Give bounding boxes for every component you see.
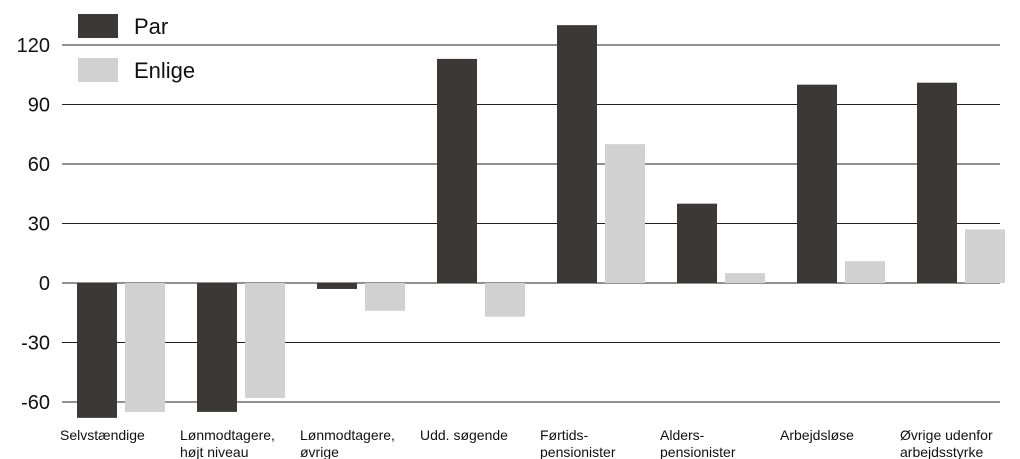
- bar-enlige-0: [125, 283, 165, 412]
- bar-par-1: [197, 283, 237, 412]
- y-tick-label: 60: [28, 154, 50, 176]
- y-axis: 120 90 60 30 0 -30 -60: [17, 35, 50, 414]
- bar-enlige-1: [245, 283, 285, 399]
- legend-label-enlige: Enlige: [134, 58, 195, 83]
- category-label: arbejdsstyrke: [900, 444, 983, 459]
- category-label: Selvstændige: [60, 427, 145, 443]
- y-tick-label: 120: [17, 35, 50, 57]
- y-tick-label: -30: [21, 333, 50, 355]
- bar-par-5: [677, 203, 717, 283]
- legend-swatch-enlige: [78, 58, 118, 82]
- category-label: pensionister: [660, 444, 736, 459]
- bar-par-3: [437, 58, 477, 284]
- bar-enlige-3: [485, 283, 525, 317]
- legend-swatch-par: [78, 14, 118, 38]
- category-label: øvrige: [300, 444, 339, 459]
- y-tick-label: 30: [28, 214, 50, 236]
- legend: Par Enlige: [78, 14, 195, 83]
- y-tick-label: 0: [39, 273, 50, 295]
- legend-label-par: Par: [134, 14, 168, 39]
- category-label: Lønmodtagere,: [180, 427, 275, 443]
- category-label: Lønmodtagere,: [300, 427, 395, 443]
- y-tick-label: 90: [28, 95, 50, 117]
- category-label: Alders-: [660, 427, 705, 443]
- category-label: højt niveau: [180, 444, 248, 459]
- bar-enlige-2: [365, 283, 405, 311]
- y-tick-label: -60: [21, 392, 50, 414]
- bar-enlige-4: [605, 144, 645, 283]
- bar-enlige-7: [965, 229, 1005, 283]
- bars: [77, 25, 1005, 418]
- category-label: Udd. søgende: [420, 427, 508, 443]
- bar-par-7: [917, 82, 957, 283]
- bar-enlige-6: [845, 261, 885, 283]
- category-label: pensionister: [540, 444, 616, 459]
- bar-enlige-5: [725, 273, 765, 283]
- bar-par-0: [77, 283, 117, 418]
- category-label: Øvrige udenfor: [900, 427, 993, 443]
- bar-par-6: [797, 84, 837, 284]
- x-axis-labels: Selvstændige Lønmodtagere,højt niveauLønm…: [60, 427, 993, 459]
- category-label: Arbejdsløse: [780, 427, 854, 443]
- bar-par-2: [317, 283, 357, 289]
- bar-par-4: [557, 25, 597, 284]
- category-label: Førtids-: [540, 427, 589, 443]
